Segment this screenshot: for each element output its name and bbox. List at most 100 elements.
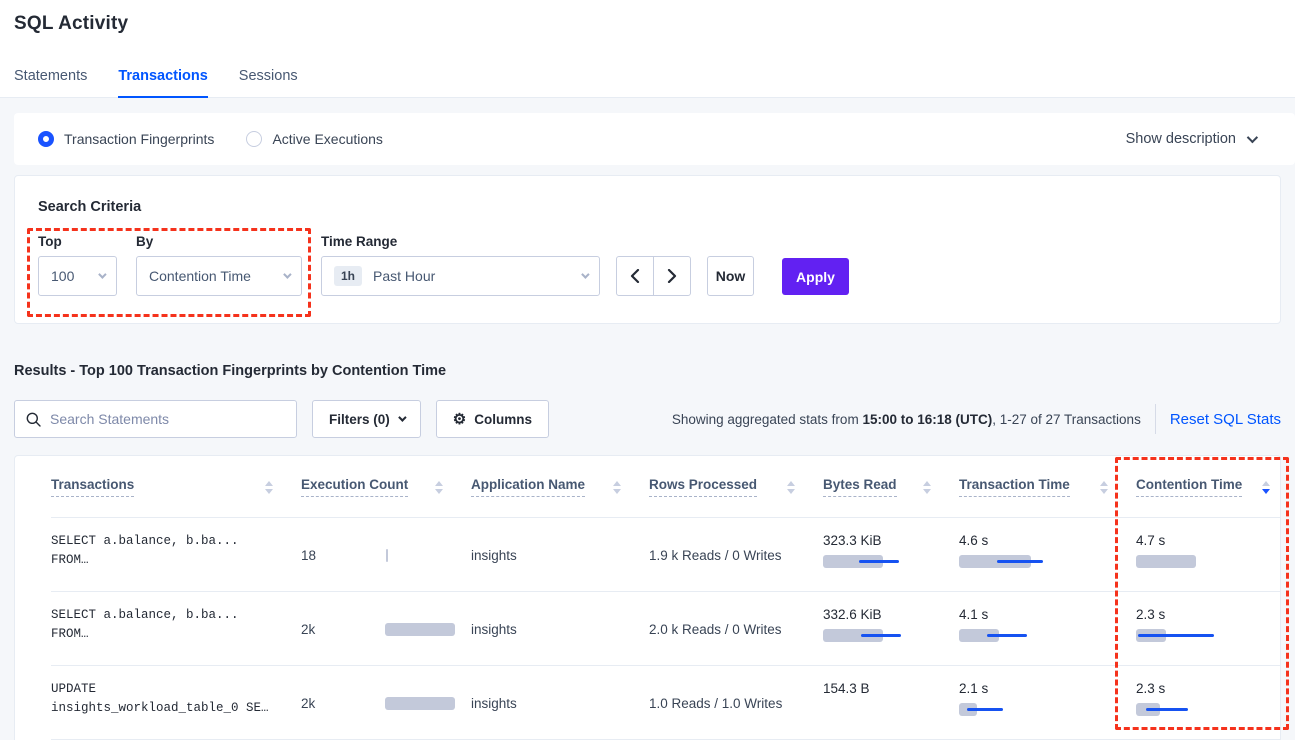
sql-text-line: FROM… (51, 627, 89, 641)
transactions-table: Transactions Execution Count Application N… (14, 455, 1281, 740)
transaction-fingerprint-link[interactable]: SELECT a.balance, b.ba... FROM… (51, 592, 301, 666)
page-title: SQL Activity (14, 13, 129, 34)
table-row[interactable]: SELECT a.balance, b.ba... FROM… 18 insights… (15, 518, 1280, 592)
bytes-read-cell: 154.3 B (823, 666, 959, 740)
column-header-transaction-time[interactable]: Transaction Time (959, 477, 1136, 497)
bar-chart (386, 548, 498, 562)
contention-time-cell: 2.3 s (1136, 592, 1280, 666)
tab-transactions[interactable]: Transactions (118, 68, 208, 98)
chevron-down-icon (283, 270, 292, 279)
column-header-rows-processed[interactable]: Rows Processed (649, 477, 823, 497)
tab-bar: Statements Transactions Sessions (14, 68, 298, 98)
sort-icon[interactable] (435, 480, 443, 494)
table-row[interactable]: SELECT a.balance, b.ba... FROM… 2k insights… (15, 592, 1280, 666)
results-heading: Results - Top 100 Transaction Fingerprin… (14, 363, 447, 379)
radio-unselected-icon[interactable] (246, 131, 263, 147)
table-body: SELECT a.balance, b.ba... FROM… 18 insights… (15, 518, 1280, 740)
sql-text-line: insights_workload_table_0 SE… (51, 701, 269, 715)
radio-transaction-fingerprints[interactable]: Transaction Fingerprints (38, 131, 214, 147)
sql-text-line: SELECT a.balance, b.ba... (51, 608, 239, 622)
previous-time-window-button[interactable] (616, 256, 654, 296)
transaction-time-cell: 4.6 s (959, 518, 1136, 592)
column-label: Rows Processed (649, 477, 758, 497)
column-header-execution-count[interactable]: Execution Count (301, 477, 471, 497)
search-box[interactable] (14, 400, 297, 438)
bar-chart (385, 622, 497, 636)
now-button[interactable]: Now (707, 256, 754, 296)
reset-sql-stats-link[interactable]: Reset SQL Stats (1169, 410, 1281, 428)
results-toolbar: Filters (0) ⚙ Columns Showing aggregated… (14, 399, 1281, 439)
sql-text-line: FROM… (51, 553, 89, 567)
tab-statements[interactable]: Statements (14, 68, 88, 84)
table-header-row: Transactions Execution Count Application N… (15, 456, 1280, 518)
bar-chart (823, 703, 935, 716)
metric-value: 4.6 s (959, 533, 989, 548)
column-header-transactions[interactable]: Transactions (51, 477, 301, 497)
execution-count-value: 2k (301, 695, 316, 711)
transaction-fingerprint-link[interactable]: SELECT a.balance, b.ba... FROM… (51, 518, 301, 592)
table-row[interactable]: UPDATE insights_workload_table_0 SE… 2k ins… (15, 666, 1280, 740)
stddev-line (967, 708, 1003, 711)
bar-chart (1136, 703, 1248, 716)
sort-icon[interactable] (265, 480, 273, 494)
showing-time-range: 15:00 to 16:18 (UTC) (862, 411, 993, 427)
top-label: Top (38, 234, 62, 249)
radio-selected-icon[interactable] (38, 131, 54, 147)
time-range-select[interactable]: 1h Past Hour (321, 256, 600, 296)
column-header-bytes-read[interactable]: Bytes Read (823, 477, 959, 497)
by-select-value: Contention Time (149, 268, 251, 284)
view-mode-band: Transaction Fingerprints Active Executio… (14, 113, 1295, 165)
show-description-toggle[interactable]: Show description (1126, 131, 1259, 147)
bar-chart (1136, 629, 1248, 642)
top-select[interactable]: 100 (38, 256, 117, 296)
column-header-contention-time[interactable]: Contention Time (1136, 477, 1280, 497)
top-select-value: 100 (51, 268, 75, 284)
transaction-time-cell: 4.1 s (959, 592, 1136, 666)
metric-value: 4.1 s (959, 607, 989, 622)
sort-desc-arrow-icon (265, 488, 273, 494)
sort-icon[interactable] (787, 480, 795, 494)
time-range-label: Time Range (321, 234, 398, 249)
application-name-cell: insights (471, 621, 517, 637)
metric-value: 4.7 s (1136, 533, 1166, 548)
bar-chart (959, 703, 1071, 716)
metric-value: 154.3 B (823, 681, 870, 696)
metric-value: 323.3 KiB (823, 533, 882, 548)
sort-icon[interactable] (1262, 480, 1270, 494)
sort-desc-arrow-icon (435, 488, 443, 494)
column-header-application-name[interactable]: Application Name (471, 477, 649, 497)
column-label: Contention Time (1136, 477, 1243, 497)
bar-fill (386, 548, 389, 562)
bytes-read-cell: 323.3 KiB (823, 518, 959, 592)
sort-icon[interactable] (613, 480, 621, 494)
next-time-window-button[interactable] (653, 256, 691, 296)
columns-button[interactable]: ⚙ Columns (435, 400, 549, 438)
by-label: By (136, 234, 154, 249)
sort-icon[interactable] (1100, 480, 1108, 494)
bar-chart (959, 555, 1071, 568)
radio-active-executions[interactable]: Active Executions (246, 131, 383, 147)
sort-desc-arrow-icon (787, 488, 795, 494)
bar-chart (959, 629, 1071, 642)
sort-desc-arrow-icon (1262, 488, 1270, 494)
bar-fill (959, 555, 1031, 568)
execution-count-cell: 2k (301, 592, 471, 666)
sort-asc-arrow-icon (787, 480, 795, 486)
by-select[interactable]: Contention Time (136, 256, 302, 296)
transaction-fingerprint-link[interactable]: UPDATE insights_workload_table_0 SE… (51, 666, 301, 740)
apply-button[interactable]: Apply (782, 258, 849, 295)
bar-chart (823, 555, 935, 568)
sort-icon[interactable] (923, 480, 931, 494)
showing-stats-text: Showing aggregated stats from 15:00 to 1… (671, 411, 1141, 427)
metric-value: 2.3 s (1136, 681, 1166, 696)
search-criteria-heading: Search Criteria (38, 199, 142, 215)
tab-sessions[interactable]: Sessions (238, 68, 298, 84)
gear-icon: ⚙ (452, 410, 467, 428)
sql-text-line: SELECT a.balance, b.ba... (51, 534, 239, 548)
filters-button[interactable]: Filters (0) (312, 400, 421, 438)
sort-asc-arrow-icon (923, 480, 931, 486)
sort-desc-arrow-icon (1100, 488, 1108, 494)
column-label: Application Name (471, 477, 586, 497)
sort-desc-arrow-icon (923, 488, 931, 494)
search-input[interactable] (50, 411, 285, 427)
